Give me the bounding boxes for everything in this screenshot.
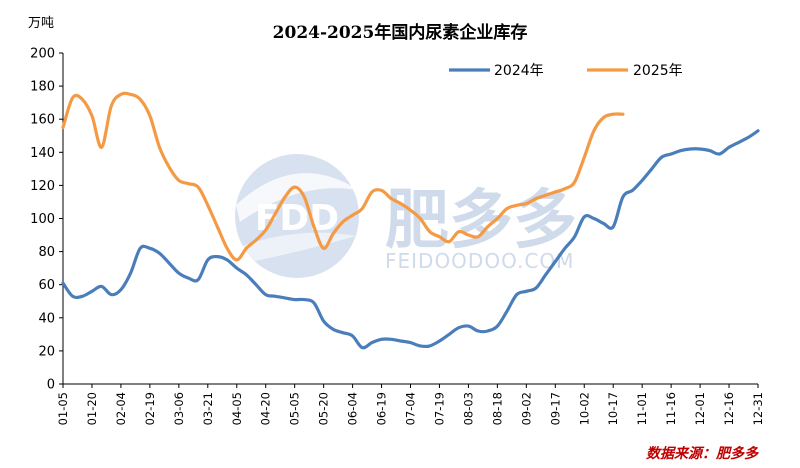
y-tick-label: 60 bbox=[38, 278, 55, 293]
x-tick-label: 01-20 bbox=[85, 392, 99, 425]
legend: 2024年 2025年 bbox=[449, 63, 683, 79]
y-tick-label: 120 bbox=[30, 179, 55, 194]
y-tick-label: 80 bbox=[38, 245, 55, 260]
legend-label-2025: 2025年 bbox=[633, 63, 683, 79]
x-tick-label: 11-01 bbox=[635, 392, 649, 425]
x-tick-label: 04-05 bbox=[230, 392, 244, 425]
source-note: 数据来源：肥多多 bbox=[646, 445, 759, 462]
legend-label-2024: 2024年 bbox=[494, 63, 544, 79]
y-axis-unit: 万吨 bbox=[28, 16, 54, 31]
x-tick-label: 06-19 bbox=[375, 392, 389, 425]
x-tick-label: 10-02 bbox=[577, 392, 591, 425]
y-tick-label: 160 bbox=[30, 113, 55, 128]
x-tick-label: 09-02 bbox=[519, 392, 533, 425]
x-tick-label: 03-06 bbox=[172, 392, 186, 425]
watermark-logo-swoosh-low bbox=[242, 232, 356, 262]
y-tick-label: 200 bbox=[30, 47, 55, 62]
series-lines bbox=[61, 91, 760, 350]
y-tick-label: 180 bbox=[30, 80, 55, 95]
y-tick-label: 0 bbox=[47, 378, 55, 393]
series-line-2025 bbox=[61, 91, 625, 262]
x-tick-label: 12-31 bbox=[751, 392, 765, 425]
x-tick-label: 12-01 bbox=[693, 392, 707, 425]
series-line-2024 bbox=[61, 129, 760, 350]
x-tick-label: 10-17 bbox=[606, 392, 620, 425]
x-tick-label: 08-03 bbox=[461, 392, 475, 425]
x-tick-labels: 01-05 01-20 02-04 02-19 03-06 03-21 04-05 04-20… bbox=[56, 392, 765, 425]
x-tick-label: 09-17 bbox=[548, 392, 562, 425]
x-tick-label: 05-20 bbox=[317, 392, 331, 425]
y-tick-label: 140 bbox=[30, 146, 55, 161]
x-tick-label: 11-16 bbox=[664, 392, 678, 425]
watermark-logo-text: FDD bbox=[255, 198, 339, 239]
x-tick-label: 08-18 bbox=[490, 392, 504, 425]
x-tick-label: 12-16 bbox=[722, 392, 736, 425]
x-tick-label: 06-04 bbox=[346, 392, 360, 425]
y-tick-labels: 0 20 40 60 80 100 120 140 160 180 200 bbox=[30, 47, 55, 393]
x-tick-label: 07-19 bbox=[432, 392, 446, 425]
x-tick-label: 04-20 bbox=[259, 392, 273, 425]
x-tick-label: 03-21 bbox=[201, 392, 215, 425]
x-tick-label: 01-05 bbox=[56, 392, 70, 425]
x-tick-label: 02-19 bbox=[143, 392, 157, 425]
chart-title: 2024-2025年国内尿素企业库存 bbox=[273, 22, 528, 43]
x-tick-label: 07-04 bbox=[404, 392, 418, 425]
watermark: FDD 肥多多 FEIDOODOO.COM bbox=[235, 154, 577, 278]
y-tick-label: 100 bbox=[30, 212, 55, 227]
y-tick-label: 20 bbox=[38, 344, 55, 359]
x-tick-label: 02-04 bbox=[114, 392, 128, 425]
y-tick-label: 40 bbox=[38, 311, 55, 326]
watermark-logo-swoosh bbox=[236, 173, 358, 222]
x-tick-label: 05-05 bbox=[288, 392, 302, 425]
watermark-url: FEIDOODOO.COM bbox=[385, 249, 574, 273]
